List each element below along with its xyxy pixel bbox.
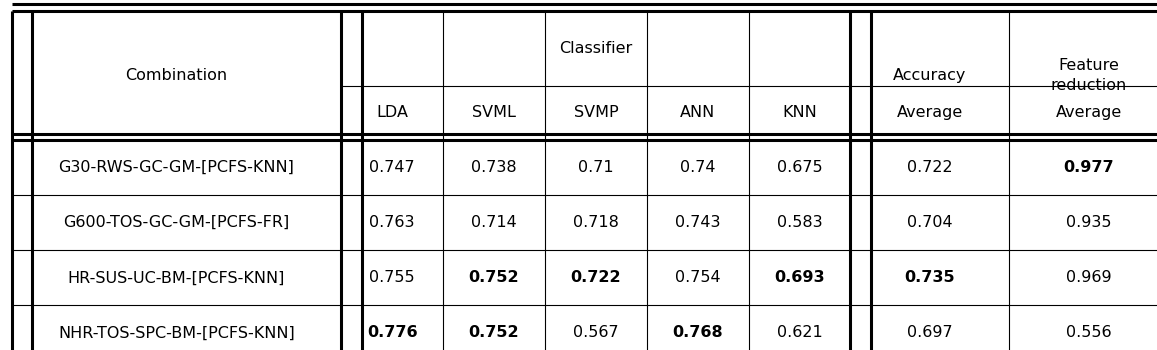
Text: 0.71: 0.71: [578, 160, 613, 175]
Text: 0.714: 0.714: [471, 215, 517, 230]
Text: 0.977: 0.977: [1063, 160, 1114, 175]
Text: G30-RWS-GC-GM-[PCFS-KNN]: G30-RWS-GC-GM-[PCFS-KNN]: [59, 160, 294, 175]
Text: LDA: LDA: [376, 105, 408, 120]
Text: 0.735: 0.735: [905, 270, 955, 285]
Text: KNN: KNN: [782, 105, 817, 120]
Text: ANN: ANN: [680, 105, 715, 120]
Text: 0.693: 0.693: [774, 270, 825, 285]
Text: 0.935: 0.935: [1066, 215, 1112, 230]
Text: Classifier: Classifier: [559, 41, 633, 56]
Text: SVML: SVML: [472, 105, 516, 120]
Text: 0.704: 0.704: [907, 215, 952, 230]
Text: 0.763: 0.763: [369, 215, 415, 230]
Text: Feature
reduction: Feature reduction: [1051, 58, 1127, 93]
Text: 0.74: 0.74: [680, 160, 715, 175]
Text: 0.621: 0.621: [776, 326, 823, 341]
Text: HR-SUS-UC-BM-[PCFS-KNN]: HR-SUS-UC-BM-[PCFS-KNN]: [68, 270, 285, 285]
Text: G600-TOS-GC-GM-[PCFS-FR]: G600-TOS-GC-GM-[PCFS-FR]: [64, 215, 289, 230]
Text: 0.768: 0.768: [672, 326, 723, 341]
Text: 0.752: 0.752: [469, 270, 519, 285]
Text: Average: Average: [1055, 105, 1122, 120]
Text: NHR-TOS-SPC-BM-[PCFS-KNN]: NHR-TOS-SPC-BM-[PCFS-KNN]: [58, 326, 295, 341]
Text: 0.722: 0.722: [907, 160, 952, 175]
Text: 0.556: 0.556: [1066, 326, 1112, 341]
Text: 0.567: 0.567: [573, 326, 619, 341]
Text: 0.752: 0.752: [469, 326, 519, 341]
Text: 0.718: 0.718: [573, 215, 619, 230]
Text: 0.969: 0.969: [1066, 270, 1112, 285]
Text: 0.776: 0.776: [367, 326, 418, 341]
Text: Combination: Combination: [125, 68, 228, 83]
Text: Accuracy: Accuracy: [893, 68, 966, 83]
Text: 0.743: 0.743: [675, 215, 721, 230]
Text: 0.738: 0.738: [471, 160, 517, 175]
Text: 0.697: 0.697: [907, 326, 952, 341]
Text: 0.583: 0.583: [776, 215, 823, 230]
Text: SVMP: SVMP: [574, 105, 618, 120]
Text: 0.747: 0.747: [369, 160, 415, 175]
Text: 0.675: 0.675: [776, 160, 823, 175]
Text: 0.755: 0.755: [369, 270, 415, 285]
Text: 0.722: 0.722: [570, 270, 621, 285]
Text: Average: Average: [897, 105, 963, 120]
Text: 0.754: 0.754: [675, 270, 721, 285]
